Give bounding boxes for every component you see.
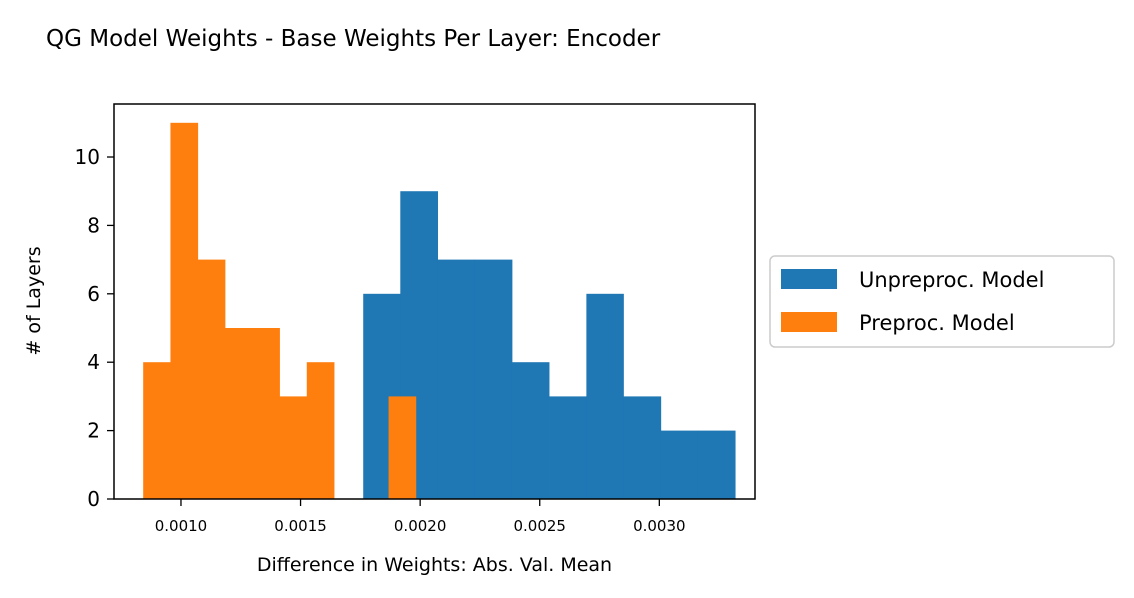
x-axis-ticks: 0.0010 0.0015 0.0020 0.0025 0.0030 [155, 499, 686, 535]
histogram-bar-preproc-3 [224, 328, 253, 499]
x-tick-label: 0.0030 [633, 517, 686, 535]
bars-layer [143, 122, 736, 499]
legend-swatch-preproc [781, 312, 837, 332]
x-tick-label: 0.0015 [274, 517, 327, 535]
histogram-bar-preproc-5 [279, 396, 308, 499]
histogram-bar-unpreproc-9 [697, 430, 736, 499]
histogram-bar-unpreproc-5 [549, 396, 587, 499]
plot-frame [113, 103, 756, 500]
x-tick-label: 0.0020 [394, 517, 447, 535]
legend: Unpreproc. Model Preproc. Model [769, 255, 1115, 348]
legend-label-unpreproc: Unpreproc. Model [859, 268, 1044, 292]
histogram-bar-unpreproc-8 [660, 430, 699, 499]
legend-label-preproc: Preproc. Model [859, 311, 1015, 335]
y-tick-label: 6 [87, 282, 100, 306]
histogram-bar-unpreproc-3 [474, 259, 513, 499]
histogram-bar-preproc-4 [252, 328, 280, 499]
x-tick-label: 0.0025 [513, 517, 566, 535]
histogram-bar-preproc-1 [170, 122, 199, 499]
y-tick-label: 4 [87, 350, 100, 374]
histogram-bar-unpreproc-7 [623, 396, 662, 499]
x-tick-label: 0.0010 [155, 517, 208, 535]
y-tick-label: 2 [87, 419, 100, 443]
y-tick-label: 8 [87, 213, 100, 237]
y-tick-label: 0 [87, 487, 100, 511]
histogram-bar-preproc-6 [306, 362, 335, 499]
chart-title: QG Model Weights - Base Weights Per Laye… [46, 26, 661, 52]
histogram-bar-preproc-0 [143, 362, 171, 499]
y-axis-ticks: 0 2 4 6 8 10 [75, 145, 114, 511]
histogram-bar-unpreproc-4 [511, 362, 550, 499]
histogram-bar-unpreproc-6 [586, 293, 624, 499]
legend-swatch-unpreproc [781, 269, 837, 289]
x-axis-label: Difference in Weights: Abs. Val. Mean [257, 554, 612, 576]
y-axis-label: # of Layers [23, 246, 45, 355]
histogram-bar-preproc-9 [388, 396, 417, 499]
legend-frame [769, 255, 1115, 348]
histogram-bar-preproc-2 [197, 259, 226, 499]
y-tick-label: 10 [75, 145, 100, 169]
histogram-bar-unpreproc-2 [437, 259, 476, 499]
